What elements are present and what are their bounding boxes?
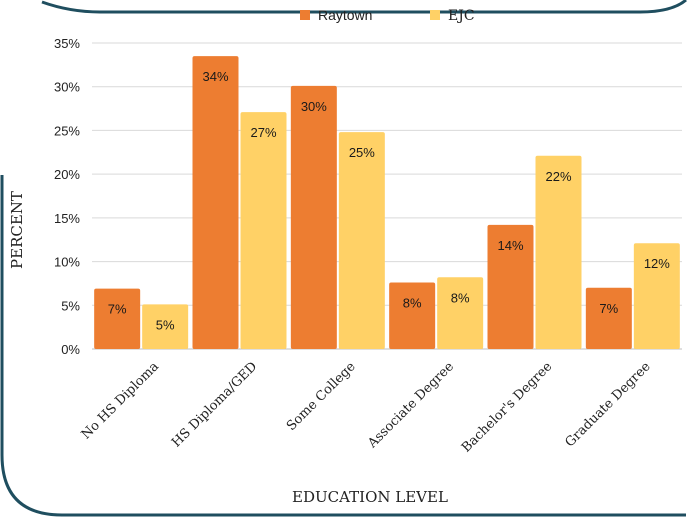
legend-swatch (430, 10, 440, 20)
data-label: 25% (349, 145, 375, 160)
data-label: 5% (156, 317, 175, 332)
x-category-label: HS Diploma/GED (169, 359, 260, 450)
bar-ejc (338, 132, 385, 349)
x-category-label: Bachelor's Degree (459, 359, 556, 456)
data-label: 8% (403, 296, 422, 311)
y-tick-label: 35% (54, 36, 80, 51)
bar-ejc (437, 277, 484, 349)
x-category-label: Some College (284, 359, 359, 434)
bar-ejc (633, 243, 680, 349)
data-label: 7% (599, 301, 618, 316)
bar-ejc (535, 155, 582, 349)
data-label: 12% (644, 256, 670, 271)
data-label: 14% (497, 238, 523, 253)
data-label: 30% (301, 99, 327, 114)
bar-raytown (192, 56, 239, 349)
y-tick-label: 20% (54, 167, 80, 182)
x-category-label: No HS Diploma (79, 359, 162, 442)
data-label: 7% (108, 302, 127, 317)
y-tick-label: 15% (54, 211, 80, 226)
data-label: 22% (545, 169, 571, 184)
bar-ejc (240, 112, 287, 349)
y-tick-label: 5% (61, 298, 80, 313)
data-label: 8% (451, 290, 470, 305)
x-axis-ticks: No HS Diploma HS Diploma/GED Some College A… (79, 359, 654, 456)
legend-label: EJC (448, 8, 475, 24)
bars: 7% 5% 34% 27% 30% 25% 8% 8% 14% 22% 7% 12% (94, 56, 680, 349)
legend: Raytown EJC (300, 7, 475, 24)
bar-raytown (94, 288, 141, 349)
x-axis-title: EDUCATION LEVEL (292, 488, 448, 506)
legend-swatch (300, 10, 310, 20)
y-tick-label: 25% (54, 123, 80, 138)
legend-label: Raytown (318, 7, 372, 23)
data-label: 27% (250, 125, 276, 140)
bar-raytown (487, 224, 534, 349)
y-tick-label: 30% (54, 80, 80, 95)
bar-raytown (585, 287, 632, 349)
x-category-label: Graduate Degree (563, 359, 654, 450)
x-category-label: Associate Degree (364, 359, 457, 452)
gridlines (92, 42, 682, 350)
y-tick-label: 0% (61, 342, 80, 357)
data-label: 34% (202, 69, 228, 84)
bar-raytown (290, 85, 337, 349)
bar-ejc (142, 304, 189, 349)
y-axis-ticks: 0% 5% 10% 15% 20% 25% 30% 35% (54, 36, 80, 357)
y-tick-label: 10% (54, 255, 80, 270)
bar-raytown (389, 282, 436, 349)
y-axis-title: PERCENT (8, 191, 26, 269)
